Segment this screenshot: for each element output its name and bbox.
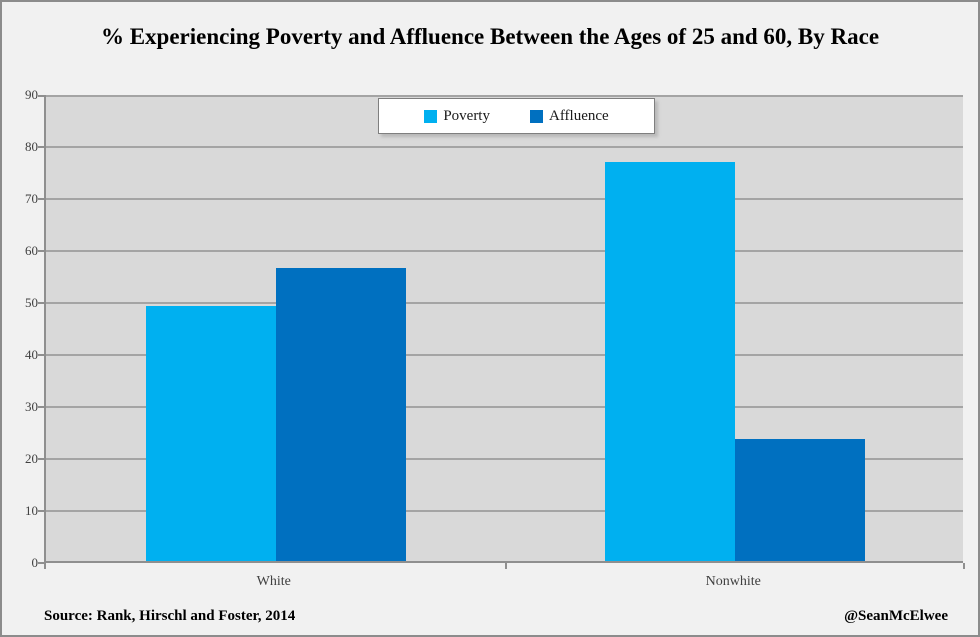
y-tick-90	[38, 95, 46, 97]
gridline-10	[46, 510, 963, 512]
y-tick-label-30: 30	[25, 399, 38, 414]
legend-label-poverty: Poverty	[443, 107, 490, 124]
chart-title: % Experiencing Poverty and Affluence Bet…	[100, 24, 880, 49]
legend-item-poverty: Poverty	[424, 108, 490, 125]
poverty-swatch-icon	[424, 109, 438, 123]
y-tick-0	[38, 562, 46, 564]
bar-affluence-white	[275, 267, 406, 561]
y-tick-label-10: 10	[25, 503, 38, 518]
legend: Poverty Affluence	[378, 98, 655, 134]
affluence-swatch-icon	[529, 109, 543, 123]
attribution: @SeanMcElwee	[844, 608, 948, 624]
y-tick-40	[38, 354, 46, 356]
gridline-60	[46, 250, 963, 252]
plot-area	[38, 95, 965, 569]
y-tick-label-20: 20	[25, 451, 38, 466]
y-tick-label-0: 0	[31, 555, 39, 570]
y-tick-80	[38, 146, 46, 148]
y-tick-50	[38, 302, 46, 304]
y-tick-label-90: 90	[25, 87, 38, 102]
gridline-70	[46, 198, 963, 200]
x-category-label-white: White	[256, 574, 291, 589]
gridline-40	[46, 354, 963, 356]
legend-label-affluence: Affluence	[548, 107, 609, 124]
bar-affluence-nonwhite	[735, 438, 866, 561]
source-note: Source: Rank, Hirschl and Foster, 2014	[44, 608, 296, 624]
gridline-50	[46, 302, 963, 304]
bar-poverty-nonwhite	[605, 162, 736, 561]
y-tick-label-60: 60	[25, 243, 38, 258]
x-category-label-nonwhite: Nonwhite	[705, 574, 761, 589]
gridline-80	[46, 146, 963, 148]
y-tick-20	[38, 458, 46, 460]
gridline-30	[46, 406, 963, 408]
gridline-20	[46, 458, 963, 460]
y-tick-10	[38, 510, 46, 512]
y-tick-60	[38, 250, 46, 252]
y-tick-70	[38, 198, 46, 200]
x-tick-0	[44, 563, 46, 569]
legend-item-affluence: Affluence	[529, 107, 609, 125]
y-tick-label-50: 50	[25, 295, 38, 310]
x-tick-1	[504, 563, 507, 569]
y-tick-30	[38, 406, 46, 408]
y-tick-label-80: 80	[25, 139, 38, 154]
gridline-90	[46, 95, 963, 97]
y-tick-label-70: 70	[25, 191, 38, 206]
bar-poverty-white	[145, 306, 276, 561]
x-tick-end	[963, 563, 965, 569]
y-tick-label-40: 40	[25, 347, 38, 362]
